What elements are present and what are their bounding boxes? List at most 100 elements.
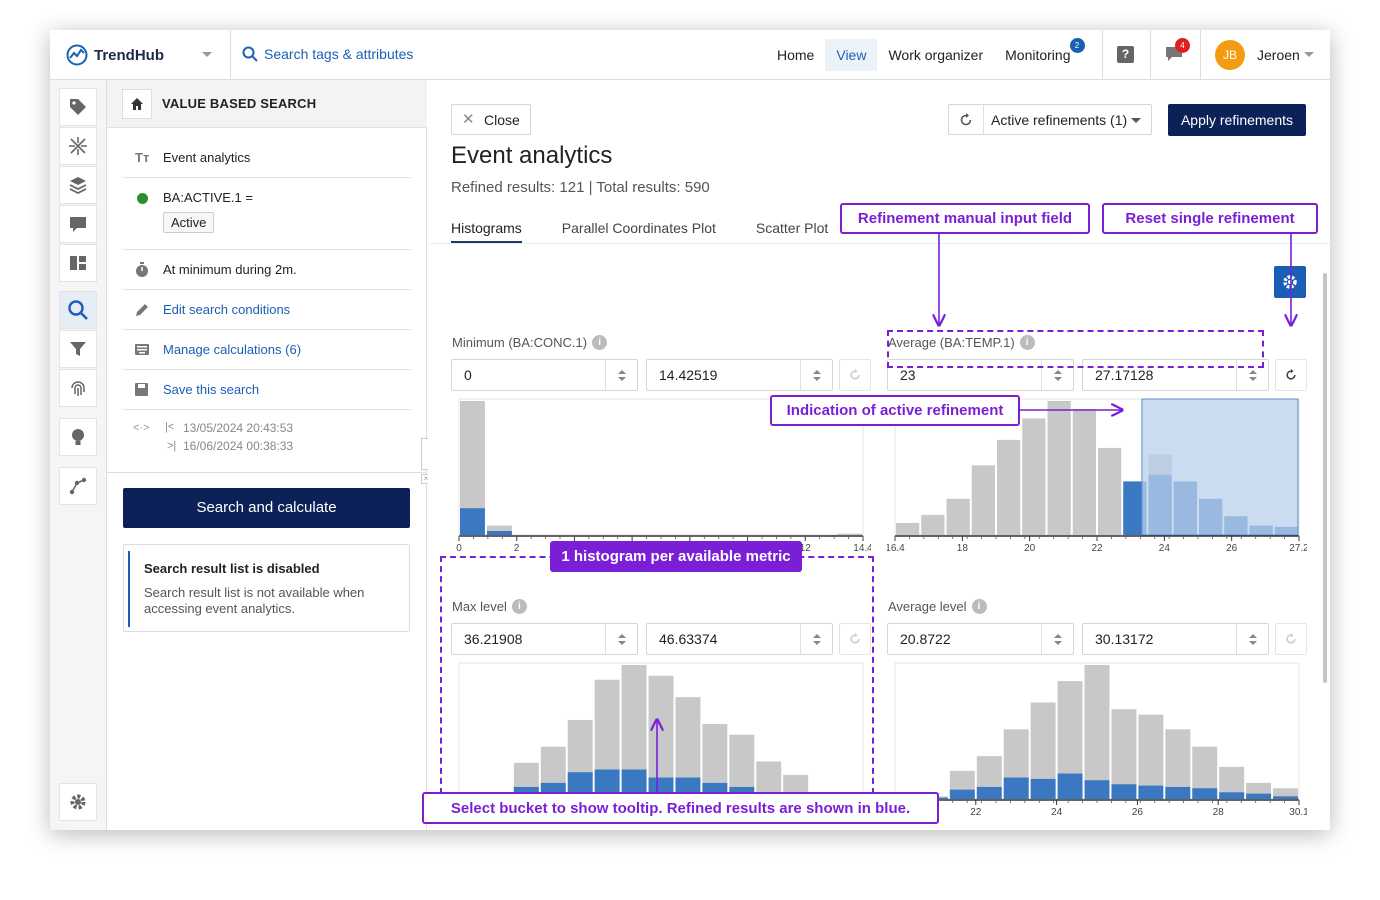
refined-bar[interactable]	[949, 789, 975, 799]
tab-parallel-coordinates[interactable]: Parallel Coordinates Plot	[561, 220, 716, 236]
max-input[interactable]: 27.17128	[1082, 359, 1269, 391]
comment-icon[interactable]	[59, 205, 97, 243]
value-search-icon[interactable]	[59, 291, 97, 329]
total-bar[interactable]	[1098, 447, 1122, 535]
refined-bar[interactable]	[837, 797, 862, 799]
refined-bar[interactable]	[1219, 792, 1245, 799]
total-bar[interactable]	[1138, 714, 1164, 799]
refined-bar[interactable]	[1165, 786, 1191, 799]
min-input[interactable]: 20.8722	[887, 623, 1074, 655]
chevron-down-icon[interactable]	[202, 52, 212, 57]
event-analytics-row[interactable]: Tт Event analytics	[123, 138, 411, 178]
filter-icon[interactable]	[59, 330, 97, 368]
manage-calculations-link[interactable]: Manage calculations (6)	[163, 342, 302, 357]
help-icon[interactable]: ?	[1117, 46, 1134, 63]
info-icon[interactable]: i	[511, 599, 527, 614]
nav-work-organizer[interactable]: Work organizer	[888, 47, 984, 63]
histogram-chart[interactable]: 36.2 38 40 42 44 46 4...	[451, 661, 871, 826]
fingerprint-icon[interactable]	[59, 369, 97, 407]
user-menu-chevron-icon[interactable]	[1304, 52, 1314, 57]
total-bar[interactable]	[1273, 788, 1298, 799]
min-input[interactable]: 36.21908	[451, 623, 638, 655]
user-name[interactable]: Jeroen	[1257, 47, 1300, 63]
refined-bar[interactable]	[1123, 481, 1147, 535]
refined-bar[interactable]	[1084, 780, 1110, 799]
total-bar[interactable]	[1047, 401, 1071, 535]
reset-all-icon[interactable]	[959, 113, 973, 127]
search-and-calculate-button[interactable]: Search and calculate	[123, 488, 410, 528]
refined-bar[interactable]	[486, 794, 512, 799]
refined-bar[interactable]	[594, 769, 620, 799]
dashboard-icon[interactable]	[59, 244, 97, 282]
lightbulb-icon[interactable]	[59, 418, 97, 456]
scrollbar[interactable]	[1323, 273, 1327, 683]
refined-bar[interactable]	[460, 797, 485, 799]
refined-bar[interactable]	[729, 786, 755, 799]
total-bar[interactable]	[946, 498, 970, 535]
max-input[interactable]: 14.42519	[646, 359, 833, 391]
min-input[interactable]: 23	[887, 359, 1074, 391]
histogram-settings-button[interactable]	[1274, 266, 1306, 298]
refined-bar[interactable]	[922, 797, 948, 799]
refined-bar[interactable]	[1273, 796, 1298, 799]
refined-bar[interactable]	[675, 777, 701, 799]
refined-bar[interactable]	[621, 769, 647, 799]
stepper[interactable]	[1236, 360, 1268, 390]
refined-bar[interactable]	[648, 777, 674, 799]
refined-bar[interactable]	[1246, 793, 1272, 799]
histogram-chart[interactable]: 20.9 22 24 26 28 30.1	[887, 661, 1307, 826]
total-bar[interactable]	[1072, 409, 1096, 535]
total-bar[interactable]	[896, 522, 920, 535]
time-range-row[interactable]: <·> |< 13/05/2024 20:43:53 >| 16/06/2024…	[123, 410, 411, 466]
stepper[interactable]	[800, 360, 832, 390]
refined-bar[interactable]	[1111, 784, 1137, 799]
edit-conditions-row[interactable]: Edit search conditions	[123, 290, 411, 330]
layers-icon[interactable]	[59, 166, 97, 204]
min-input[interactable]: 0	[451, 359, 638, 391]
condition-row[interactable]: BA:ACTIVE.1 = Active	[123, 178, 411, 250]
refined-bar[interactable]	[513, 786, 539, 799]
refined-bar[interactable]	[1192, 788, 1218, 799]
refined-bar[interactable]	[896, 797, 921, 799]
refined-bar[interactable]	[810, 796, 836, 799]
stepper[interactable]	[1041, 624, 1073, 654]
home-button[interactable]	[122, 89, 152, 119]
total-bar[interactable]	[837, 533, 862, 535]
refined-bar[interactable]	[1057, 773, 1083, 799]
stepper[interactable]	[605, 624, 637, 654]
tag-icon[interactable]	[59, 88, 97, 126]
search-field[interactable]: Search tags & attributes	[242, 46, 413, 62]
app-logo[interactable]: TrendHub	[66, 44, 164, 66]
info-icon[interactable]: i	[592, 335, 608, 350]
total-bar[interactable]	[921, 514, 945, 535]
refined-bar[interactable]	[1030, 778, 1056, 799]
tab-scatter-plot[interactable]: Scatter Plot	[755, 220, 829, 236]
total-bar[interactable]	[756, 761, 782, 799]
stepper[interactable]	[1236, 624, 1268, 654]
histogram-chart[interactable]: 16.4 18 20 22 24 26 27.2	[887, 397, 1307, 562]
total-bar[interactable]	[1022, 418, 1046, 535]
save-this-search-link[interactable]: Save this search	[163, 382, 260, 397]
total-bar[interactable]	[997, 439, 1021, 535]
edit-search-conditions-link[interactable]: Edit search conditions	[163, 302, 291, 317]
refined-bar[interactable]	[486, 530, 512, 535]
tab-histograms[interactable]: Histograms	[451, 220, 522, 244]
refined-bar[interactable]	[540, 782, 566, 799]
refined-bar[interactable]	[567, 772, 593, 799]
refined-bar[interactable]	[702, 782, 728, 799]
max-input[interactable]: 30.13172	[1082, 623, 1269, 655]
reset-refinement-button[interactable]	[1275, 359, 1307, 391]
crosshair-icon[interactable]	[59, 127, 97, 165]
refined-bar[interactable]	[1138, 785, 1164, 799]
nav-home[interactable]: Home	[777, 47, 815, 63]
active-refinement-selection[interactable]	[1141, 398, 1299, 536]
max-input[interactable]: 46.63374	[646, 623, 833, 655]
notifications-button[interactable]: 4	[1164, 38, 1190, 69]
active-refinements-dropdown[interactable]: Active refinements (1)	[948, 104, 1152, 135]
stepper[interactable]	[800, 624, 832, 654]
graph-nodes-icon[interactable]	[59, 467, 97, 505]
nav-monitoring[interactable]: Monitoring 2	[994, 38, 1085, 71]
close-button[interactable]: ✕ Close	[451, 104, 531, 135]
stepper[interactable]	[1041, 360, 1073, 390]
manage-calculations-row[interactable]: Manage calculations (6)	[123, 330, 411, 370]
